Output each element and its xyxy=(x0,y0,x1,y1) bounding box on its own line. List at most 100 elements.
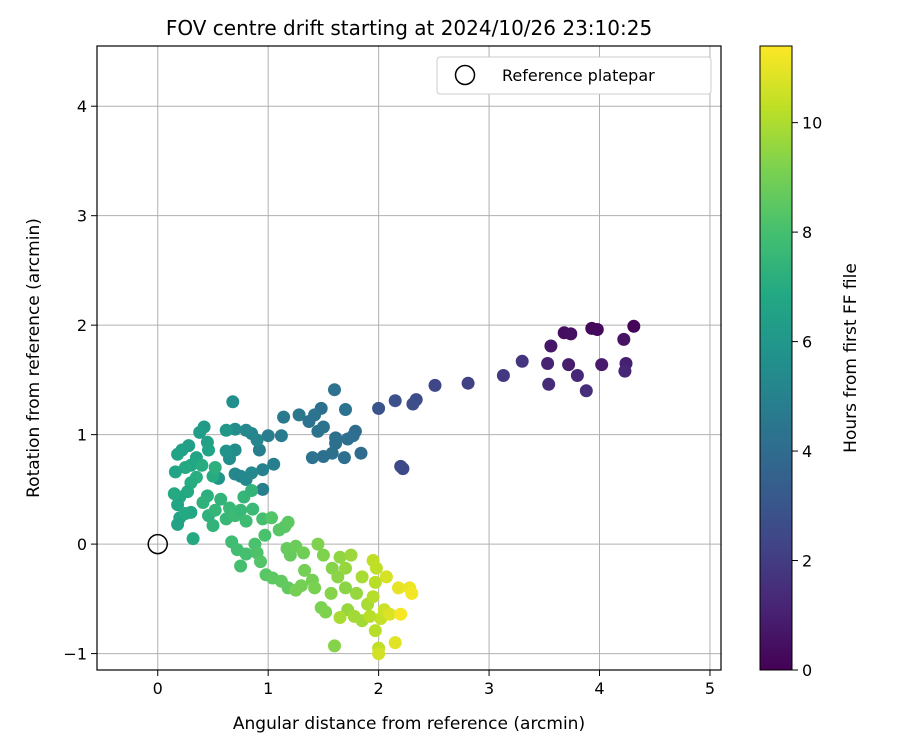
data-point xyxy=(214,492,228,506)
data-point xyxy=(406,397,420,411)
data-point xyxy=(274,429,288,443)
data-point xyxy=(193,425,207,439)
legend-label-reference: Reference platepar xyxy=(502,66,655,85)
data-point xyxy=(239,423,253,437)
data-point xyxy=(405,586,419,600)
colorbar-tick-label: 4 xyxy=(802,442,812,461)
data-point xyxy=(254,555,267,569)
colorbar-tick-label: 0 xyxy=(802,661,812,680)
data-point xyxy=(388,636,402,650)
x-tick-label: 5 xyxy=(705,679,715,698)
data-point xyxy=(292,408,306,422)
colorbar-label: Hours from first FF file xyxy=(841,263,861,453)
data-point xyxy=(627,319,641,333)
data-point xyxy=(171,517,185,531)
data-point xyxy=(246,502,260,516)
data-point xyxy=(206,519,220,532)
data-point xyxy=(186,532,200,546)
data-point xyxy=(234,503,248,517)
data-point xyxy=(208,503,222,517)
data-point xyxy=(339,581,352,595)
data-point xyxy=(396,462,410,476)
x-axis-label: Angular distance from reference (arcmin) xyxy=(233,714,585,734)
x-axis-ticks: 0 1 2 3 4 5 xyxy=(153,670,715,698)
data-point xyxy=(196,496,210,509)
data-point xyxy=(258,528,272,542)
data-point xyxy=(329,436,343,450)
data-point xyxy=(341,432,355,446)
y-tick-label: 4 xyxy=(77,97,87,116)
colorbar-tick-label: 6 xyxy=(802,333,812,352)
data-point xyxy=(368,624,382,638)
reference-layer xyxy=(147,533,168,555)
data-point xyxy=(515,354,529,368)
data-point xyxy=(171,498,185,512)
data-point xyxy=(542,377,556,391)
data-point xyxy=(265,511,278,525)
colorbar-tick-label: 8 xyxy=(802,223,812,242)
y-tick-label: 0 xyxy=(77,535,87,554)
x-tick-label: 0 xyxy=(153,679,163,698)
data-point xyxy=(617,332,631,346)
data-point xyxy=(325,446,339,460)
data-point xyxy=(239,514,253,528)
data-point xyxy=(350,586,363,600)
data-point xyxy=(590,323,604,336)
data-point xyxy=(168,465,182,479)
y-tick-label: 3 xyxy=(77,207,87,226)
colorbar-tick-label: 2 xyxy=(802,552,812,571)
data-point xyxy=(261,429,275,443)
y-tick-label: 2 xyxy=(77,316,87,335)
data-point xyxy=(392,581,405,595)
data-point xyxy=(239,547,253,561)
data-point xyxy=(366,590,380,604)
data-point xyxy=(178,461,192,474)
data-point xyxy=(305,451,319,465)
data-point xyxy=(544,339,558,353)
data-point xyxy=(250,433,264,447)
data-point xyxy=(167,487,181,501)
colorbar-tick-label: 10 xyxy=(802,114,822,133)
grid xyxy=(97,46,721,670)
data-point xyxy=(496,369,510,382)
data-point xyxy=(277,410,291,424)
data-point xyxy=(319,605,333,619)
data-point xyxy=(234,559,248,573)
data-point xyxy=(595,358,609,372)
data-point xyxy=(328,383,341,397)
x-tick-label: 4 xyxy=(594,679,604,698)
data-point xyxy=(383,607,397,621)
data-point xyxy=(281,515,295,529)
x-tick-label: 1 xyxy=(263,679,273,698)
x-tick-label: 3 xyxy=(484,679,494,698)
data-point xyxy=(208,461,222,474)
data-point xyxy=(394,607,408,621)
y-tick-label: −1 xyxy=(63,645,87,664)
data-point xyxy=(369,561,383,575)
data-points xyxy=(167,319,641,661)
data-point xyxy=(541,357,555,370)
data-point xyxy=(226,395,240,409)
data-point xyxy=(428,378,442,392)
y-axis-label: Rotation from reference (arcmin) xyxy=(24,218,44,498)
data-point xyxy=(337,451,351,465)
data-point xyxy=(219,423,233,437)
data-point xyxy=(245,484,259,497)
legend-marker-reference xyxy=(454,64,476,86)
data-point xyxy=(252,443,266,457)
data-point xyxy=(178,507,192,520)
data-point xyxy=(372,647,386,661)
data-point xyxy=(202,443,215,457)
plot-frame xyxy=(96,45,722,671)
legend: Reference platepar xyxy=(436,56,712,95)
data-point xyxy=(324,586,338,600)
data-point xyxy=(333,611,347,624)
data-point xyxy=(311,537,325,551)
colorbar: 0 2 4 6 8 10 Hours from first FF file xyxy=(759,45,861,680)
data-point xyxy=(388,394,402,408)
data-point xyxy=(256,482,270,496)
data-point xyxy=(256,463,270,477)
data-point xyxy=(355,570,369,584)
